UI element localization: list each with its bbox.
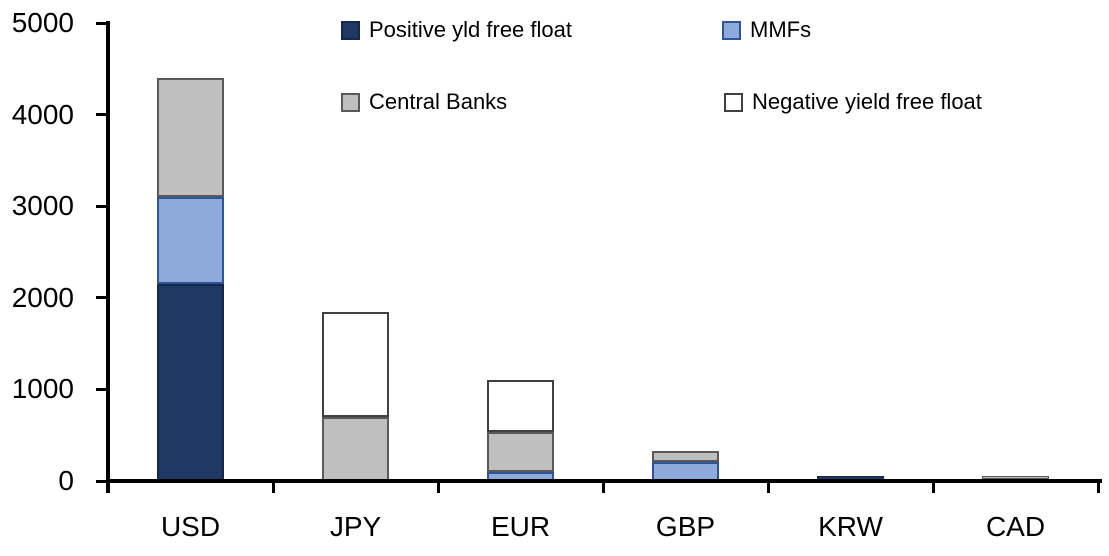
y-axis-label: 1000 bbox=[11, 373, 74, 405]
y-axis-tick bbox=[96, 21, 107, 25]
legend-swatch-central-banks bbox=[341, 92, 360, 112]
legend-item-positive-yld-free-float: Positive yld free float bbox=[341, 17, 572, 43]
x-axis-tick bbox=[931, 481, 935, 493]
y-axis-line bbox=[106, 21, 110, 493]
legend-label: Positive yld free float bbox=[369, 17, 572, 42]
bar-segment-jpy-negative-yield-free-float bbox=[322, 312, 389, 417]
x-axis-tick bbox=[766, 481, 770, 493]
x-axis-tick bbox=[601, 481, 605, 493]
y-axis-label: 0 bbox=[58, 465, 74, 496]
x-axis-tick bbox=[271, 481, 275, 493]
y-axis-tick bbox=[96, 204, 107, 208]
bar-segment-usd-central-banks bbox=[157, 77, 224, 198]
bar-segment-usd-mmfs bbox=[157, 197, 224, 285]
legend-swatch-mmfs bbox=[722, 20, 741, 40]
y-axis-tick bbox=[96, 296, 107, 300]
bar-segment-cad-central-banks bbox=[982, 475, 1049, 479]
legend-label: Negative yield free float bbox=[752, 89, 982, 114]
bar-segment-usd-positive-yld-free-float bbox=[157, 284, 224, 481]
y-axis-label: 5000 bbox=[11, 7, 74, 38]
y-axis-label: 4000 bbox=[11, 98, 74, 130]
x-axis-label-jpy: JPY bbox=[329, 511, 382, 542]
legend-item-negative-yield-free-float: Negative yield free float bbox=[724, 89, 982, 115]
y-axis-label: 3000 bbox=[11, 190, 74, 222]
y-axis-tick bbox=[96, 479, 107, 483]
bar-segment-eur-central-banks bbox=[487, 432, 554, 472]
legend-item-central-banks: Central Banks bbox=[341, 89, 507, 115]
x-axis-label-gbp: GBP bbox=[655, 511, 716, 542]
bar-segment-gbp-central-banks bbox=[652, 450, 719, 462]
y-axis-tick bbox=[96, 387, 107, 391]
x-axis-tick bbox=[1096, 481, 1100, 493]
bar-segment-jpy-central-banks bbox=[322, 416, 389, 481]
x-axis-label-cad: CAD bbox=[985, 511, 1046, 542]
y-axis-label: 2000 bbox=[11, 281, 74, 313]
x-axis-label-krw: KRW bbox=[818, 511, 883, 542]
x-axis-label-eur: EUR bbox=[490, 511, 551, 542]
bar-segment-eur-negative-yield-free-float bbox=[487, 380, 554, 433]
legend-swatch-positive-yld-free-float bbox=[341, 20, 360, 40]
y-axis-tick bbox=[96, 113, 107, 117]
legend-label: Central Banks bbox=[369, 89, 508, 114]
x-axis-line bbox=[106, 479, 1102, 483]
legend-swatch-negative-yield-free-float bbox=[724, 92, 743, 112]
legend-label: MMFs bbox=[750, 17, 812, 42]
legend-item-mmfs: MMFs bbox=[722, 17, 811, 43]
x-axis-tick bbox=[436, 481, 440, 493]
x-axis-label-usd: USD bbox=[160, 511, 221, 542]
